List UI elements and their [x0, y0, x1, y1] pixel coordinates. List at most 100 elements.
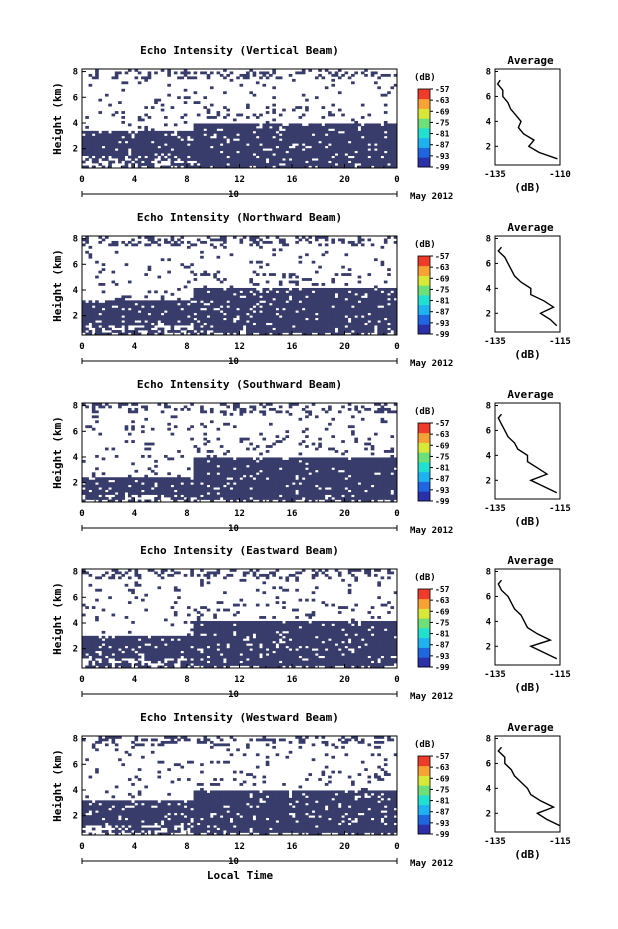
- heatmap-cell: [334, 472, 339, 476]
- heatmap-cell: [173, 407, 178, 411]
- heatmap-cell: [314, 330, 319, 333]
- heatmap-cell: [341, 482, 345, 486]
- heatmap-cell: [88, 330, 93, 333]
- heatmap-cell: [177, 150, 181, 154]
- heatmap-cell: [282, 130, 286, 134]
- heatmap-cell: [101, 143, 106, 147]
- heatmap-cell: [351, 467, 355, 471]
- heatmap-cell: [390, 145, 395, 149]
- heatmap-cell: [364, 145, 368, 149]
- heatmap-cell: [104, 302, 109, 306]
- heatmap-cell: [223, 155, 227, 159]
- heatmap-cell: [255, 310, 260, 314]
- heatmap-cell: [360, 457, 365, 461]
- heatmap-cell: [370, 310, 375, 314]
- heatmap-cell: [318, 437, 322, 441]
- heatmap-cell: [193, 278, 198, 281]
- heatmap-cell: [314, 492, 319, 495]
- heatmap-cell: [229, 253, 234, 257]
- heatmap-cell: [292, 302, 296, 306]
- heatmap-cell: [328, 482, 332, 486]
- heatmap-cell: [91, 143, 96, 147]
- heatmap-cell: [213, 457, 217, 461]
- heatmap-cell: [269, 327, 273, 331]
- heatmap-cell: [265, 325, 270, 328]
- heatmap-cell: [246, 497, 250, 500]
- heatmap-cell: [367, 125, 372, 129]
- heatmap-cell: [390, 160, 395, 164]
- heatmap-cell: [229, 482, 234, 486]
- panel-0: Echo Intensity (Vertical Beam)0 4 8 12 16 20 0…: [51, 44, 571, 202]
- heatmap-cell: [383, 457, 388, 461]
- heatmap-cell: [144, 487, 148, 490]
- heatmap-cell: [249, 295, 253, 299]
- heatmap-cell: [236, 135, 240, 139]
- heatmap-cell: [177, 307, 181, 311]
- heatmap-cell: [150, 325, 155, 328]
- heatmap-cell: [85, 165, 89, 169]
- heatmap-cell: [209, 128, 214, 132]
- heatmap-cell: [157, 138, 162, 142]
- heatmap-cell: [380, 467, 385, 471]
- heatmap-cell: [259, 128, 263, 132]
- heatmap-cell: [377, 295, 381, 299]
- heatmap-cell: [314, 305, 319, 309]
- heatmap-cell: [393, 295, 398, 299]
- heatmap-cell: [239, 469, 244, 473]
- heatmap-cell: [249, 278, 253, 281]
- heatmap-cell: [314, 163, 319, 166]
- heatmap-cell: [203, 325, 208, 328]
- heatmap-cell: [367, 130, 372, 134]
- heatmap-cell: [292, 462, 296, 466]
- heatmap-cell: [370, 487, 375, 490]
- heatmap-cell: [351, 432, 355, 436]
- heatmap-cell: [275, 300, 280, 304]
- heatmap-cell: [360, 320, 365, 323]
- heatmap-cell: [124, 479, 129, 483]
- heatmap-cell: [357, 479, 362, 483]
- heatmap-cell: [331, 73, 336, 77]
- heatmap-cell: [216, 322, 221, 326]
- heatmap-cell: [203, 125, 208, 129]
- heatmap-cell: [154, 133, 158, 137]
- heatmap-cell: [209, 125, 214, 129]
- heatmap-cell: [180, 327, 185, 331]
- heatmap-cell: [170, 243, 175, 247]
- heatmap-cell: [272, 459, 276, 463]
- heatmap-cell: [85, 494, 89, 498]
- heatmap-cell: [249, 150, 253, 154]
- heatmap-cell: [331, 472, 336, 476]
- heatmap-cell: [255, 240, 260, 244]
- heatmap-cell: [360, 125, 365, 129]
- heatmap-cell: [200, 312, 204, 316]
- heatmap-cell: [232, 327, 237, 331]
- heatmap-cell: [377, 457, 381, 461]
- heatmap-cell: [203, 469, 208, 473]
- heatmap-cell: [334, 467, 339, 471]
- heatmap-cell: [108, 138, 112, 142]
- heatmap-cell: [364, 69, 368, 72]
- heatmap-cell: [321, 130, 326, 134]
- heatmap-cell: [209, 484, 214, 488]
- heatmap-cell: [275, 302, 280, 306]
- heatmap-cell: [298, 297, 303, 301]
- heatmap-cell: [387, 153, 391, 156]
- heatmap-cell: [213, 464, 217, 468]
- heatmap-cell: [160, 489, 165, 493]
- heatmap-cell: [331, 459, 336, 463]
- heatmap-cell: [85, 148, 89, 152]
- heatmap-cell: [387, 457, 391, 461]
- heatmap-cell: [232, 128, 237, 132]
- heatmap-cell: [275, 474, 280, 478]
- heatmap-cell: [377, 403, 381, 406]
- heatmap-cell: [206, 317, 211, 321]
- heatmap-cell: [324, 312, 329, 316]
- heatmap-cell: [203, 285, 208, 289]
- heatmap-cell: [154, 140, 158, 144]
- heatmap-cell: [275, 297, 280, 301]
- heatmap-cell: [144, 407, 148, 411]
- heatmap-cell: [282, 472, 286, 476]
- heatmap-cell: [246, 165, 250, 169]
- heatmap-cell: [232, 290, 237, 294]
- heatmap-cell: [377, 140, 381, 144]
